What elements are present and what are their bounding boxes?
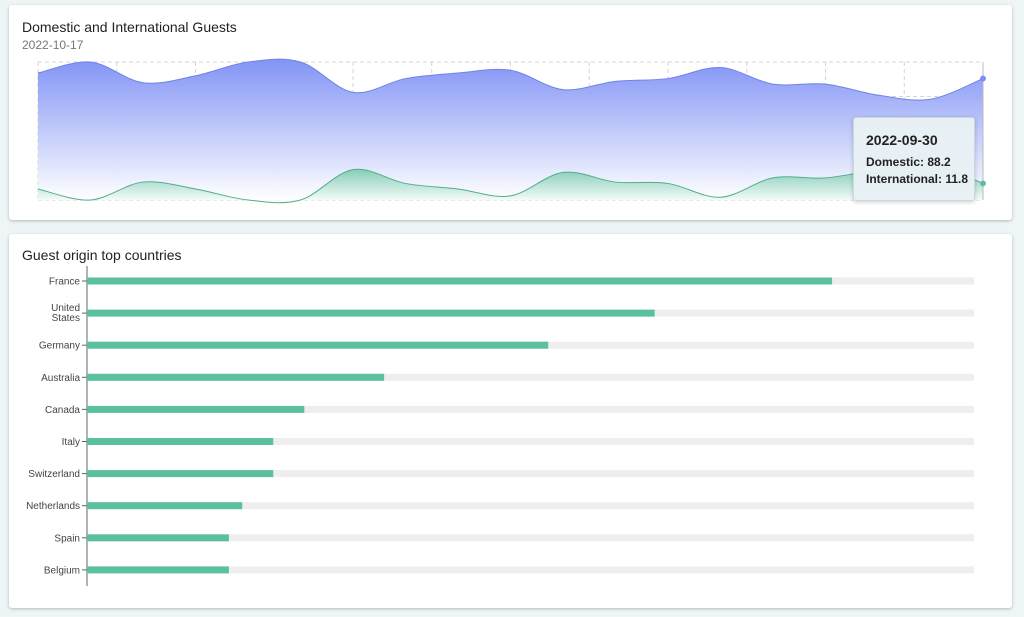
y-tick-label: States: [52, 313, 80, 324]
tooltip-international-label: International:: [866, 172, 943, 186]
bar-united-states[interactable]: [87, 309, 655, 317]
domestic-hover-point: [980, 75, 986, 82]
y-tick-label: Switzerland: [28, 469, 80, 480]
y-tick-label: France: [49, 277, 81, 288]
guests-area-chart[interactable]: [9, 5, 1012, 220]
bar-track: [87, 438, 974, 445]
bar-canada[interactable]: [87, 405, 305, 413]
chart-tooltip: 2022-09-30 Domestic: 88.2 International:…: [853, 117, 975, 201]
domestic-line: [37, 58, 984, 101]
bar-switzerland[interactable]: [87, 470, 274, 478]
y-tick-label: Belgium: [44, 565, 80, 576]
tooltip-domestic: Domestic: 88.2: [866, 155, 951, 169]
bar-belgium[interactable]: [87, 566, 229, 574]
bar-track: [87, 373, 974, 381]
countries-card-title: Guest origin top countries: [22, 247, 182, 263]
guests-card-date: 2022-10-17: [22, 38, 84, 52]
tooltip-international-value: 11.8: [945, 172, 969, 186]
countries-card: Guest origin top countries France United S…: [9, 234, 1012, 608]
bar-track: [87, 502, 974, 510]
bar-italy[interactable]: [87, 438, 274, 445]
domestic-area: [38, 59, 983, 200]
bar-netherlands[interactable]: [87, 502, 243, 510]
area-chart-series: [37, 58, 986, 204]
y-tick-label: Germany: [39, 341, 80, 352]
bar-france[interactable]: [87, 277, 833, 285]
y-tick-label: Canada: [45, 405, 80, 416]
bar-germany[interactable]: [87, 341, 549, 349]
y-tick-label: Italy: [62, 437, 80, 448]
bar-track: [87, 534, 974, 542]
tooltip-domestic-value: 88.2: [927, 155, 951, 169]
guests-card: Domestic and International Guests 2022-1…: [9, 5, 1012, 220]
tooltip-international: International: 11.8: [866, 172, 968, 186]
bar-track: [87, 405, 974, 413]
y-tick-label: United: [51, 303, 80, 314]
international-area: [38, 163, 983, 203]
y-tick-label: Netherlands: [26, 501, 80, 512]
bar-spain[interactable]: [87, 534, 229, 542]
tooltip-domestic-label: Domestic:: [866, 155, 925, 169]
international-hover-point: [980, 180, 986, 187]
guests-card-title: Domestic and International Guests: [22, 19, 237, 35]
bar-australia[interactable]: [87, 373, 385, 381]
y-tick-label: Australia: [41, 373, 80, 384]
bar-track: [87, 566, 974, 574]
bar-track: [87, 470, 974, 478]
y-tick-label: Spain: [54, 533, 80, 544]
tooltip-date: 2022-09-30: [866, 132, 938, 148]
international-line: [37, 163, 984, 204]
